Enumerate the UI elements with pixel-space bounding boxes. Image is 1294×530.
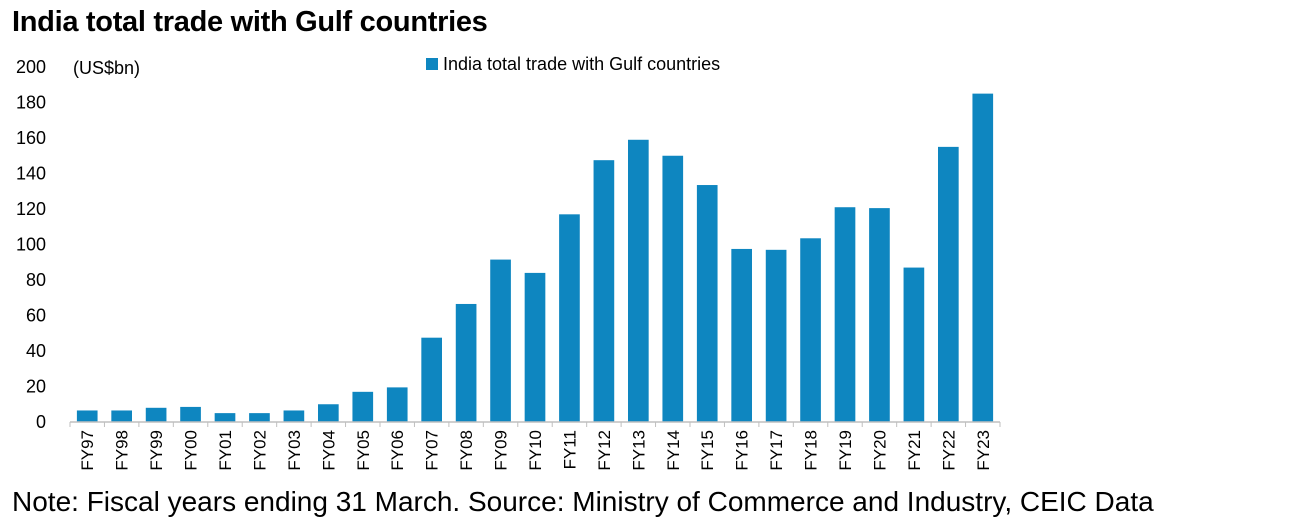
x-tick-label: FY17 [767,430,786,471]
x-tick-label: FY15 [698,430,717,471]
bar-fy02 [249,413,270,422]
bar-fy11 [559,214,580,422]
y-tick-label: 100 [16,235,46,255]
x-tick-label: FY18 [802,430,821,471]
x-tick-label: FY06 [388,430,407,471]
bar-fy10 [524,272,546,422]
x-tick-label: FY99 [147,430,166,471]
x-tick-label: FY08 [457,430,476,471]
bar-fy03 [283,410,305,422]
bar-fy98 [111,410,132,422]
y-tick-label: 40 [26,341,46,361]
y-tick-label: 60 [26,306,46,326]
x-tick-label: FY23 [974,430,993,471]
bar-fy00 [180,406,201,422]
y-tick-label: 140 [16,164,46,184]
bar-fy16 [731,248,752,422]
bar-fy15 [696,185,718,422]
chart-title: India total trade with Gulf countries [12,6,488,38]
bar-fy08 [455,303,477,422]
y-tick-label: 80 [26,270,46,290]
x-tick-label: FY02 [250,430,269,471]
y-tick-label: 160 [16,128,46,148]
y-tick-label: 20 [26,377,46,397]
x-tick-label: FY14 [664,430,683,471]
bar-fy19 [834,207,856,422]
bar-fy22 [938,146,959,422]
bar-fy09 [490,259,511,422]
x-tick-label: FY03 [285,430,304,471]
x-tick-label: FY05 [354,430,373,471]
x-tick-label: FY21 [905,430,924,471]
x-ticks-group: FY97 FY98 FY99 FY00 FY01 FY02 FY03 FY04 FY05 FY06… [69,422,1001,471]
legend: India total trade with Gulf countries [426,54,720,74]
x-tick-label: FY22 [939,430,958,471]
y-tick-label: 200 [16,57,46,77]
bar-fy99 [145,407,167,422]
bar-fy17 [765,249,787,422]
bar-fy01 [214,413,236,422]
x-tick-label: FY13 [629,430,648,471]
bar-fy23 [972,93,994,422]
bar-fy20 [869,208,890,422]
x-tick-label: FY10 [526,430,545,471]
legend-swatch [426,58,438,70]
x-tick-label: FY07 [423,430,442,471]
x-tick-label: FY16 [733,430,752,471]
legend-label: India total trade with Gulf countries [443,54,720,74]
unit-label: (US$bn) [73,58,140,78]
y-tick-label: 120 [16,199,46,219]
x-tick-label: FY98 [113,430,132,471]
source-note: Note: Fiscal years ending 31 March. Sour… [12,486,1154,517]
x-tick-label: FY20 [870,430,889,471]
x-tick-label: FY11 [560,430,579,469]
x-tick-label: FY09 [492,430,511,471]
bar-fy06 [386,387,408,422]
y-ticks-group: 0 20 40 60 80 100 120 140 160 180 200 [16,57,46,432]
x-tick-label: FY97 [78,430,97,471]
x-tick-label: FY19 [836,430,855,471]
bar-chart: 0 20 40 60 80 100 120 140 160 180 200 (US$bn) Indi… [16,54,1001,471]
bar-fy13 [628,139,649,422]
bar-fy18 [800,238,821,422]
bar-fy04 [318,404,339,422]
bar-fy14 [662,155,684,422]
bar-fy05 [352,391,374,422]
x-tick-label: FY12 [595,430,614,471]
bar-fy97 [76,410,98,422]
bar-fy21 [903,267,925,422]
y-tick-label: 180 [16,93,46,113]
x-tick-label: FY00 [182,430,201,471]
x-tick-label: FY04 [319,430,338,471]
x-tick-label: FY01 [216,430,235,471]
bars-group [76,93,994,422]
bar-fy07 [421,337,442,422]
bar-fy12 [593,160,615,422]
y-tick-label: 0 [36,412,46,432]
